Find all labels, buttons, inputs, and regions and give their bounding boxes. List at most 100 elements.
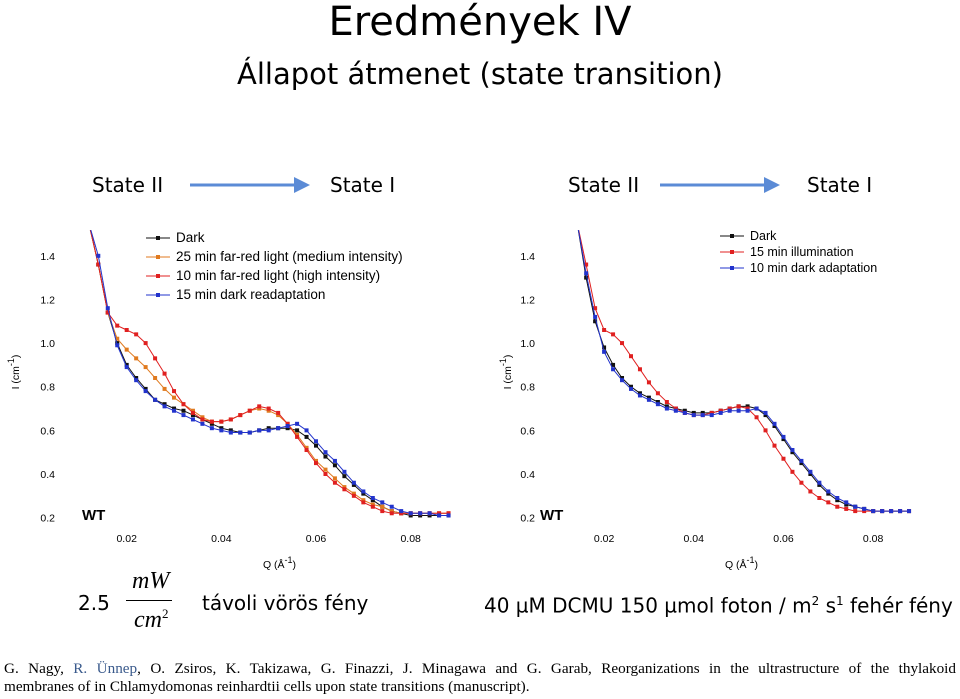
data-point bbox=[162, 402, 167, 407]
data-point bbox=[257, 404, 262, 409]
data-point bbox=[115, 323, 120, 328]
x-axis-label: Q (Å-1) bbox=[725, 555, 758, 571]
data-point bbox=[790, 448, 795, 452]
data-point bbox=[370, 502, 375, 507]
data-point bbox=[844, 500, 849, 505]
unit-exponent: 2 bbox=[161, 606, 169, 621]
data-point bbox=[772, 421, 777, 426]
legend-marker bbox=[156, 274, 160, 278]
data-point bbox=[898, 509, 903, 514]
data-point bbox=[200, 415, 205, 420]
data-point bbox=[143, 386, 148, 391]
data-point bbox=[314, 461, 319, 466]
data-point bbox=[351, 491, 356, 496]
data-point bbox=[602, 328, 607, 332]
data-point bbox=[709, 410, 714, 415]
data-point bbox=[323, 472, 328, 476]
data-point bbox=[190, 413, 195, 418]
data-point bbox=[772, 424, 777, 428]
data-point bbox=[817, 496, 822, 500]
y-tick-label: 1.2 bbox=[520, 294, 535, 306]
data-point bbox=[257, 428, 262, 433]
data-point bbox=[418, 513, 423, 518]
data-point bbox=[276, 410, 281, 415]
data-point bbox=[87, 222, 91, 225]
data-point bbox=[853, 504, 858, 509]
data-point bbox=[754, 406, 759, 411]
data-point bbox=[763, 428, 768, 433]
panel-label: WT bbox=[540, 507, 563, 524]
data-point bbox=[871, 509, 876, 514]
data-point bbox=[105, 310, 110, 315]
data-point bbox=[342, 474, 347, 479]
data-point bbox=[602, 345, 607, 350]
intensity-value: 2.5 bbox=[78, 591, 110, 615]
data-point bbox=[96, 262, 101, 267]
data-point bbox=[295, 421, 300, 426]
data-point bbox=[620, 378, 625, 383]
data-point bbox=[446, 511, 451, 516]
arrow-icon bbox=[660, 177, 780, 193]
y-tick-label: 0.4 bbox=[40, 469, 55, 481]
slide-title: Eredmények IV bbox=[328, 0, 632, 45]
data-point bbox=[295, 434, 300, 439]
data-point bbox=[781, 456, 786, 461]
data-point bbox=[228, 417, 233, 422]
data-point bbox=[380, 500, 385, 505]
data-point bbox=[799, 458, 804, 463]
data-point bbox=[637, 367, 642, 372]
data-point bbox=[399, 509, 404, 514]
legend-label: 15 min illumination bbox=[750, 245, 854, 259]
x-tick-label: 0.02 bbox=[116, 533, 137, 545]
state-right-to: State I bbox=[807, 173, 873, 197]
data-point bbox=[889, 509, 894, 514]
data-point bbox=[219, 419, 224, 424]
data-point bbox=[799, 461, 804, 466]
data-point bbox=[200, 417, 205, 422]
data-point bbox=[87, 222, 91, 225]
data-point bbox=[153, 397, 158, 402]
x-tick-label: 0.06 bbox=[773, 533, 794, 545]
data-point bbox=[342, 469, 347, 474]
data-point bbox=[342, 487, 347, 492]
data-point bbox=[266, 406, 271, 411]
data-point bbox=[655, 402, 660, 407]
data-point bbox=[219, 426, 224, 431]
data-point bbox=[427, 511, 432, 516]
data-point bbox=[637, 393, 642, 398]
data-point bbox=[781, 437, 786, 442]
data-point bbox=[727, 408, 732, 413]
data-point bbox=[153, 356, 158, 361]
data-point bbox=[862, 506, 867, 511]
data-point bbox=[115, 341, 120, 346]
data-point bbox=[682, 410, 687, 415]
y-tick-label: 0.6 bbox=[40, 425, 55, 437]
data-point bbox=[754, 415, 759, 420]
data-point bbox=[637, 391, 642, 396]
y-tick-label: 0.8 bbox=[40, 382, 55, 394]
data-point bbox=[700, 413, 705, 418]
data-point bbox=[673, 406, 678, 411]
data-point bbox=[575, 222, 579, 225]
data-point bbox=[276, 426, 281, 431]
data-point bbox=[611, 362, 616, 367]
data-point bbox=[124, 365, 129, 370]
x-axis-label: Q (Å-1) bbox=[263, 555, 296, 571]
data-point bbox=[772, 443, 777, 448]
data-point bbox=[862, 509, 867, 514]
unit-numerator: mW bbox=[132, 568, 170, 594]
data-point bbox=[718, 408, 723, 413]
legend-label: Dark bbox=[750, 229, 777, 243]
data-point bbox=[745, 404, 750, 409]
data-point bbox=[646, 380, 651, 385]
data-point bbox=[745, 408, 750, 413]
data-point bbox=[314, 443, 319, 448]
legend-label: 15 min dark readaptation bbox=[176, 287, 325, 302]
y-tick-label: 1.0 bbox=[520, 338, 535, 350]
data-point bbox=[190, 408, 195, 413]
data-point bbox=[361, 500, 366, 505]
data-point bbox=[361, 498, 366, 503]
data-point bbox=[181, 408, 186, 413]
reference-line-2: membranes of in Chlamydomonas reinhardti… bbox=[4, 678, 530, 695]
saxs-chart-left: 0.2 0.4 0.6 0.8 1.0 1.2 1.4 0.02 0.04 0.06 0.08 I (… bbox=[6, 222, 451, 571]
